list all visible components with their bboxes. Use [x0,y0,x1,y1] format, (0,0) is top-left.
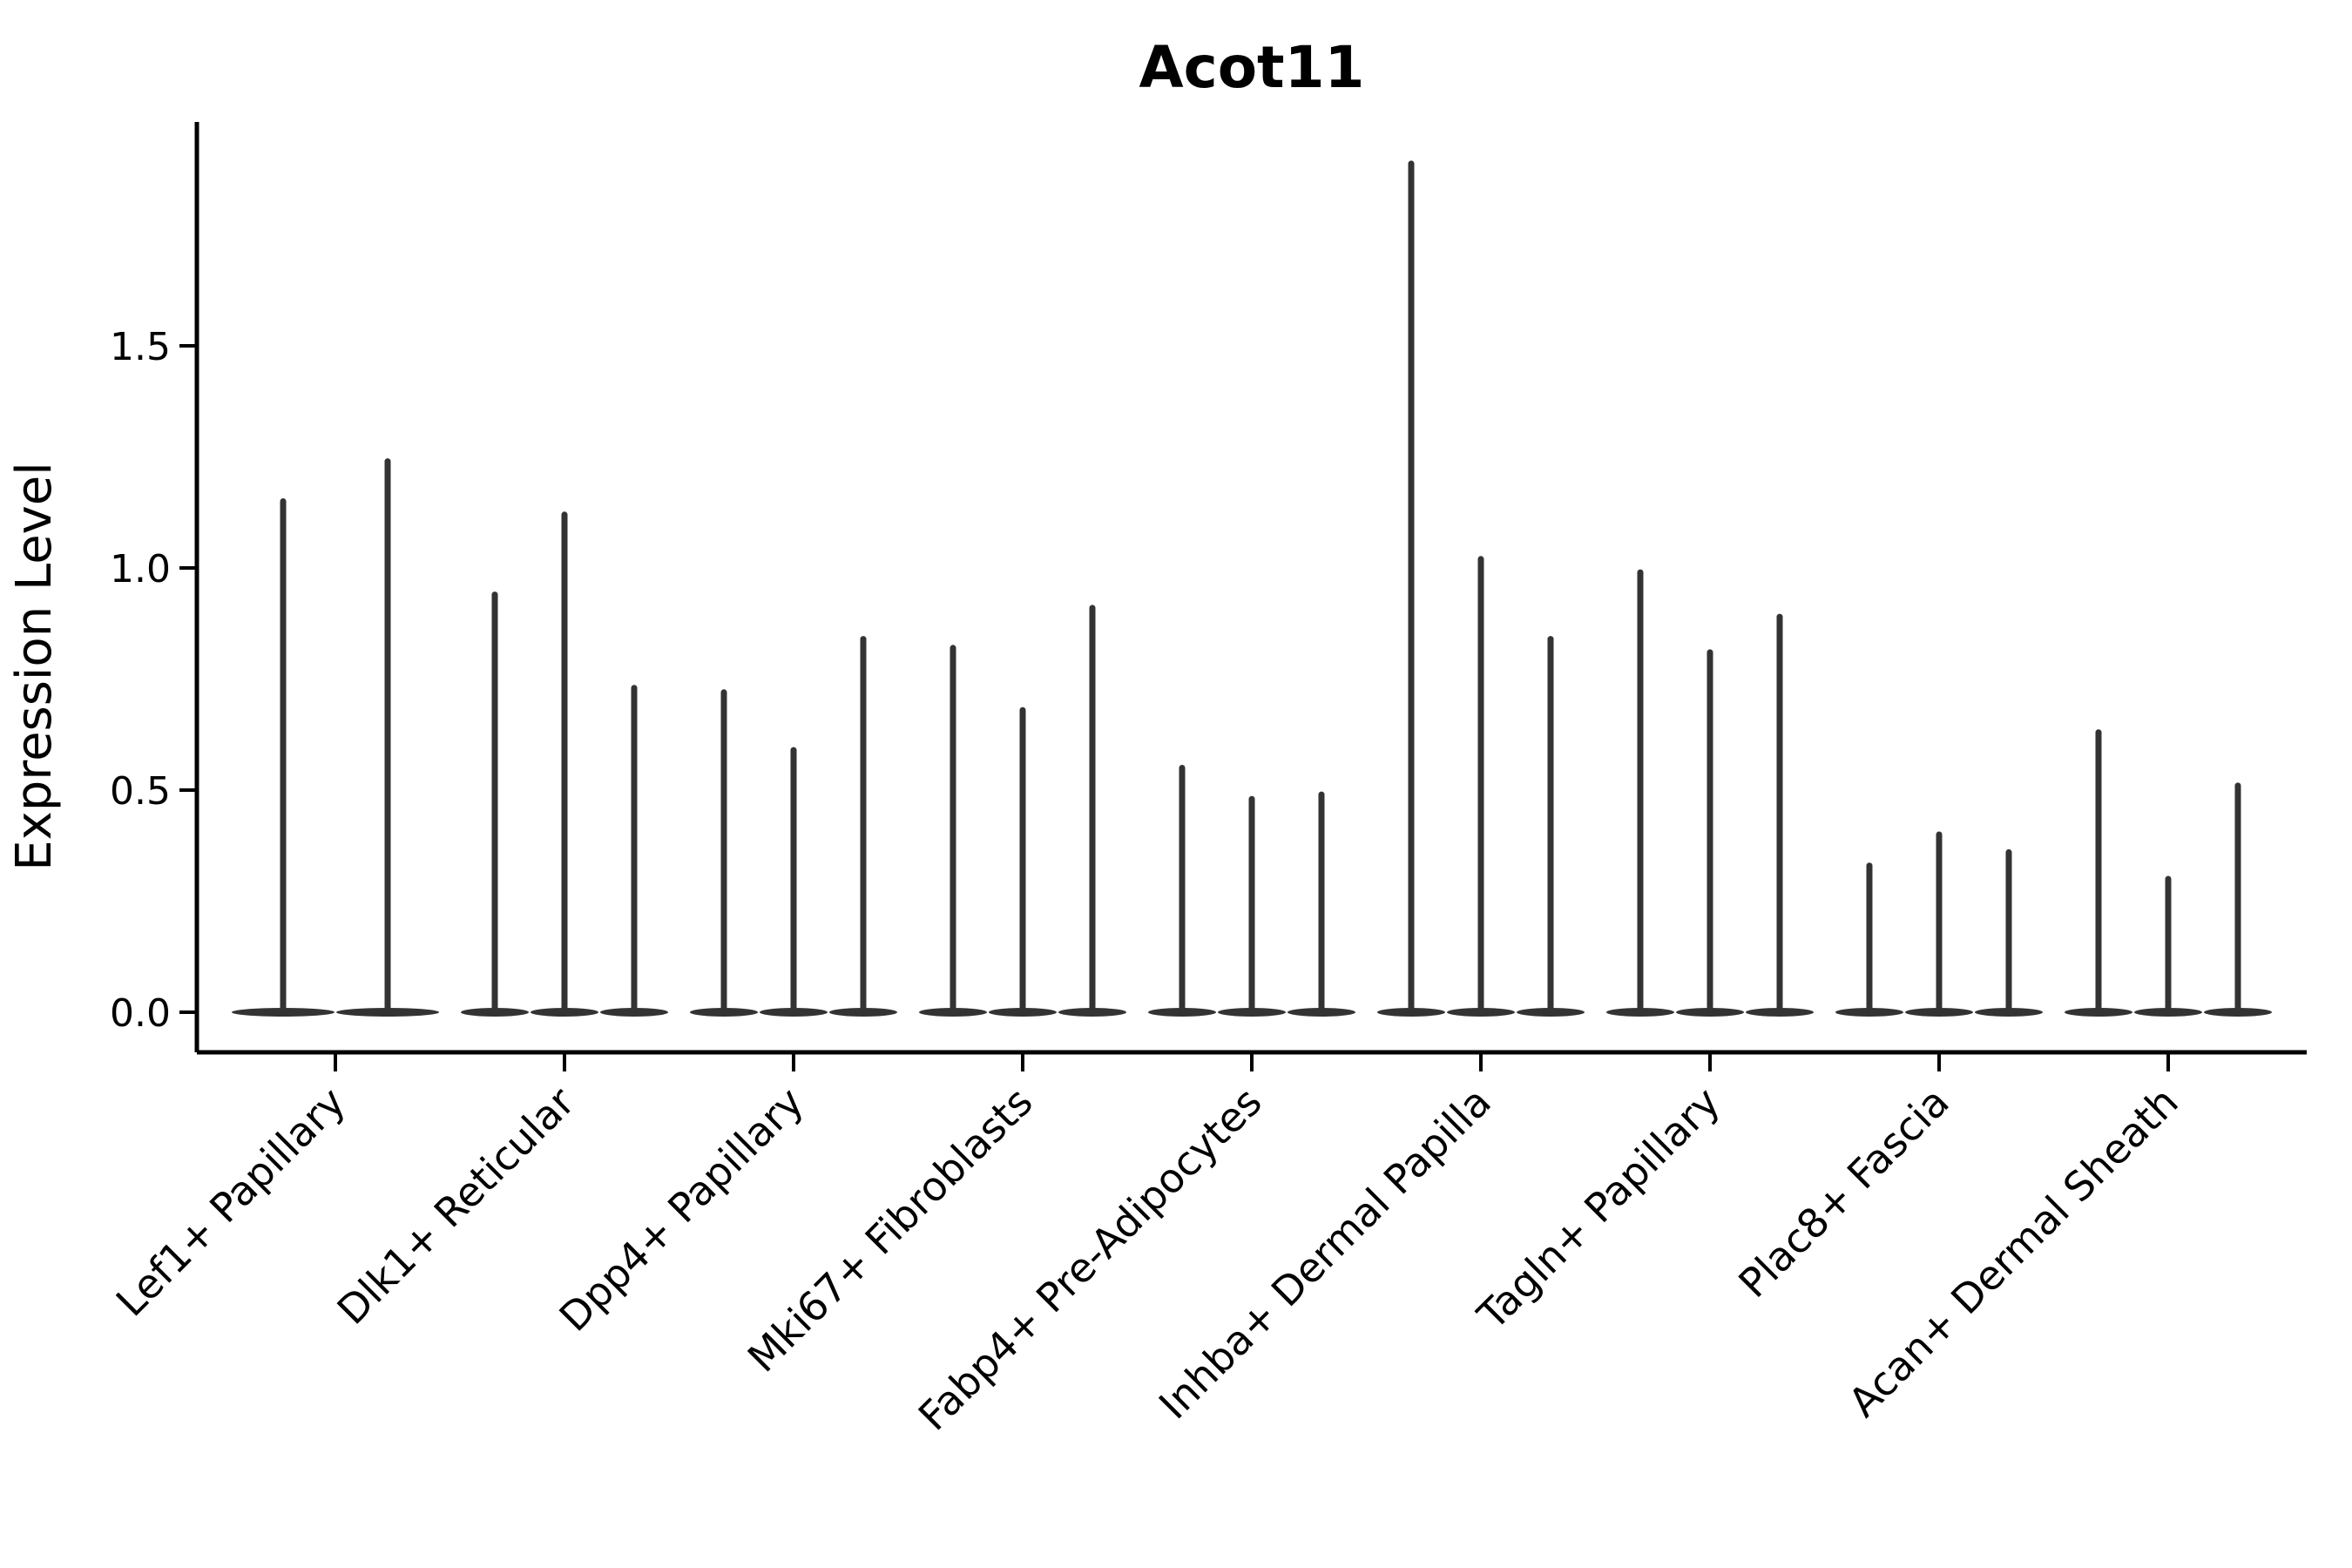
y-tick-label: 0.0 [110,991,171,1036]
violins [232,160,2272,1017]
y-tick-label: 1.5 [110,325,171,369]
x-tick-label: Dlk1+ Reticular [328,1078,584,1334]
x-tick-label: Tagln+ Papillary [1468,1078,1729,1340]
y-axis-label: Expression Level [6,462,63,871]
y-tick-label: 1.0 [110,547,171,591]
x-tick-label: Plac8+ Fascia [1729,1078,1957,1307]
x-tick-label: Dpp4+ Papillary [551,1078,813,1341]
x-tick-label: Lef1+ Papillary [107,1078,355,1326]
chart-title: Acot11 [1139,34,1365,101]
y-tick-label: 0.5 [110,769,171,814]
